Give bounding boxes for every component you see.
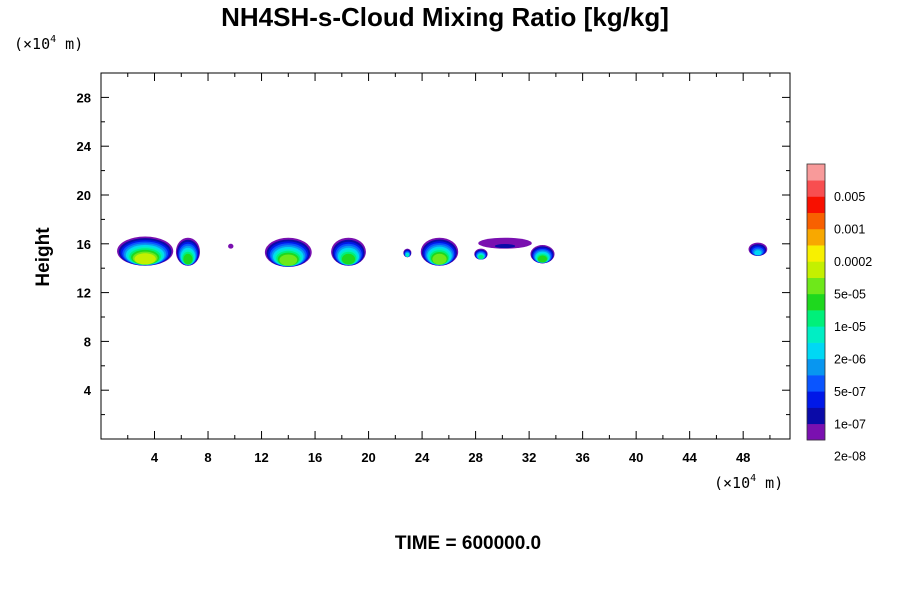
x-unit-label: (×104 m) bbox=[714, 473, 783, 492]
y-tick-label: 4 bbox=[84, 383, 92, 398]
x-tick-label: 20 bbox=[361, 450, 375, 465]
x-axis-ticks: 4 8 12 16 20 24 28 32 36 40 44 48 bbox=[127, 73, 771, 465]
y-axis-ticks: 4 8 12 16 20 24 28 bbox=[77, 90, 790, 416]
y-tick-label: 20 bbox=[77, 188, 91, 203]
colorbar-label: 2e-08 bbox=[834, 450, 866, 464]
colorbar-segment bbox=[807, 196, 825, 214]
cloud-contour bbox=[537, 255, 548, 263]
colorbar-segment bbox=[807, 358, 825, 376]
cloud-contour bbox=[405, 253, 409, 257]
y-tick-label: 24 bbox=[77, 139, 92, 154]
colorbar-segment bbox=[807, 310, 825, 327]
x-tick-label: 48 bbox=[736, 450, 750, 465]
colorbar-label: 5e-07 bbox=[834, 385, 866, 399]
cloud-contour bbox=[478, 254, 484, 260]
colorbar-label: 0.005 bbox=[834, 190, 865, 204]
colorbar-label: 1e-05 bbox=[834, 320, 866, 334]
cloud-contour bbox=[228, 243, 234, 249]
colorbar-segment bbox=[807, 326, 825, 343]
colorbar-frame bbox=[806, 163, 826, 441]
cloud-contour bbox=[341, 253, 356, 265]
x-tick-label: 16 bbox=[308, 450, 322, 465]
x-tick-label: 32 bbox=[522, 450, 536, 465]
x-tick-label: 8 bbox=[204, 450, 211, 465]
colorbar: 0.005 0.001 0.0002 5e-05 1e-05 2e-06 5e-07 1e-0… bbox=[806, 163, 872, 464]
x-tick-label: 24 bbox=[415, 450, 430, 465]
cloud-contour bbox=[279, 254, 298, 266]
colorbar-segment bbox=[807, 245, 825, 262]
cloud-contour bbox=[432, 253, 447, 265]
chart-title: NH4SH-s-Cloud Mixing Ratio [kg/kg] bbox=[221, 2, 669, 32]
y-tick-label: 16 bbox=[77, 237, 91, 252]
colorbar-segment bbox=[807, 391, 825, 408]
colorbar-segment bbox=[807, 375, 825, 392]
y-tick-label: 8 bbox=[84, 334, 91, 349]
colorbar-segment bbox=[807, 261, 825, 278]
colorbar-label: 1e-07 bbox=[834, 417, 866, 431]
colorbar-segment bbox=[807, 228, 825, 246]
y-tick-label: 12 bbox=[77, 286, 91, 301]
x-tick-label: 36 bbox=[575, 450, 589, 465]
colorbar-segment bbox=[807, 180, 825, 197]
colorbar-segment bbox=[807, 164, 825, 181]
colorbar-segment bbox=[807, 277, 825, 295]
x-tick-label: 40 bbox=[629, 450, 643, 465]
x-tick-label: 12 bbox=[254, 450, 268, 465]
y-unit-label: (×104 m) bbox=[14, 34, 83, 53]
colorbar-label: 0.0002 bbox=[834, 255, 872, 269]
colorbar-segment bbox=[807, 212, 825, 230]
plot-frame bbox=[100, 72, 791, 440]
cloud-contour bbox=[183, 253, 193, 265]
x-tick-label: 4 bbox=[151, 450, 159, 465]
cloud-contours bbox=[117, 236, 768, 267]
y-axis-label: Height bbox=[33, 227, 54, 287]
cloud-contour bbox=[754, 250, 762, 256]
colorbar-segment bbox=[807, 293, 825, 311]
y-tick-label: 28 bbox=[77, 90, 91, 105]
x-tick-label: 44 bbox=[682, 450, 697, 465]
colorbar-label: 0.001 bbox=[834, 222, 865, 236]
colorbar-label: 2e-06 bbox=[834, 352, 866, 366]
cloud-contour bbox=[494, 243, 516, 249]
colorbar-segment bbox=[807, 342, 825, 360]
colorbar-segment bbox=[807, 407, 825, 425]
cloud-contour bbox=[134, 253, 156, 265]
cloud-contour bbox=[478, 237, 532, 249]
colorbar-label: 5e-05 bbox=[834, 287, 866, 301]
colorbar-segment bbox=[807, 423, 825, 441]
x-tick-label: 28 bbox=[468, 450, 482, 465]
time-label: TIME = 600000.0 bbox=[395, 533, 541, 554]
